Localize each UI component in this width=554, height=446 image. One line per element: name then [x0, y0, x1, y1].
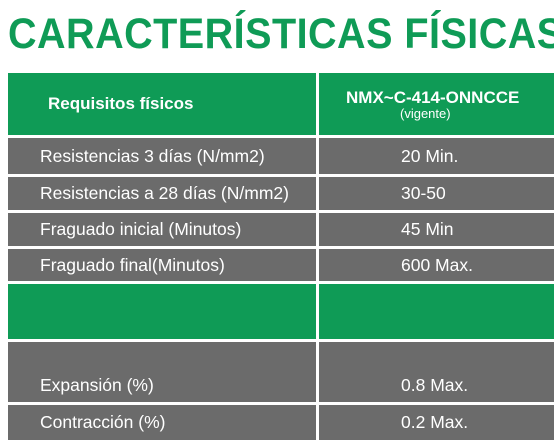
- requirement-cell: [8, 284, 316, 339]
- physical-characteristics-table: Requisitos físicos NMX~C-414-ONNCCE (vig…: [8, 73, 554, 440]
- table-header-row: Requisitos físicos NMX~C-414-ONNCCE (vig…: [8, 73, 554, 135]
- table-row: Fraguado inicial (Minutos) 45 Min: [8, 213, 554, 246]
- value-cell: 0.8 Max.: [319, 342, 554, 402]
- table-separator-row: [8, 284, 554, 339]
- value-cell: [319, 284, 554, 339]
- requirement-cell: Contracción (%): [8, 405, 316, 440]
- requirement-cell: Resistencias a 28 días (N/mm2): [8, 177, 316, 210]
- table-row: Resistencias 3 días (N/mm2) 20 Min.: [8, 138, 554, 174]
- requirement-cell: Expansión (%): [8, 342, 316, 402]
- value-cell: 600 Max.: [319, 249, 554, 281]
- table-row: Expansión (%) 0.8 Max.: [8, 342, 554, 402]
- table-row: Resistencias a 28 días (N/mm2) 30-50: [8, 177, 554, 210]
- value-cell: 45 Min: [319, 213, 554, 246]
- requirement-cell: Fraguado inicial (Minutos): [8, 213, 316, 246]
- value-cell: 20 Min.: [319, 138, 554, 174]
- table-row: Contracción (%) 0.2 Max.: [8, 405, 554, 440]
- header-requirements-label: Requisitos físicos: [48, 94, 194, 113]
- header-standard-label: NMX~C-414-ONNCCE: [346, 87, 520, 107]
- header-standard: NMX~C-414-ONNCCE (vigente): [319, 73, 554, 135]
- requirement-cell: Resistencias 3 días (N/mm2): [8, 138, 316, 174]
- header-standard-note: (vigente): [400, 105, 451, 121]
- table-row: Fraguado final(Minutos) 600 Max.: [8, 249, 554, 281]
- value-cell: 30-50: [319, 177, 554, 210]
- value-cell: 0.2 Max.: [319, 405, 554, 440]
- page-title: CARACTERÍSTICAS FÍSICAS: [8, 10, 554, 58]
- requirement-cell: Fraguado final(Minutos): [8, 249, 316, 281]
- header-requirements: Requisitos físicos: [8, 73, 316, 135]
